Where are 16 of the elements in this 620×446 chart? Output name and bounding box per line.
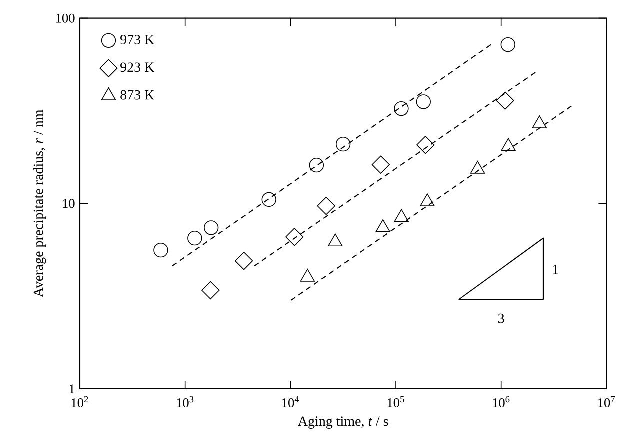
- x-tick-label: 10$^{7}$: [598, 396, 616, 408]
- y-tick-label: 1: [70, 384, 75, 394]
- legend-label: 973 K: [120, 35, 155, 44]
- x-tick-label: 10$^{5}$: [388, 396, 404, 408]
- legend-label: 923 K: [120, 62, 155, 72]
- y-tick-label: 100: [56, 14, 75, 23]
- x-tick-label: 10$^{2}$: [72, 396, 88, 408]
- x-tick-label: 10$^{6}$: [493, 396, 510, 408]
- y-tick-label: 10: [63, 199, 75, 208]
- annotation: 3: [498, 314, 504, 324]
- annotation: 1: [553, 265, 558, 274]
- x-tick-label: 10$^{3}$: [177, 396, 194, 408]
- legend-label: 873 K: [120, 90, 155, 100]
- y-axis-title: Average precipitate radius, r / nm: [33, 110, 46, 298]
- x-axis-title: Aging time, t / s: [298, 416, 388, 429]
- x-tick-label: 10$^{4}$: [282, 396, 300, 408]
